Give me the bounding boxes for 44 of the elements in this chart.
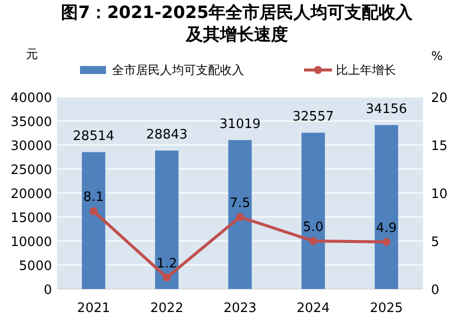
y2-tick-label: 0 xyxy=(431,283,440,298)
y-tick-label: 30000 xyxy=(10,139,52,154)
x-tick-label: 2024 xyxy=(296,301,330,316)
y-tick-label: 20000 xyxy=(10,187,52,202)
point xyxy=(162,273,171,282)
y2-tick-label: 15 xyxy=(431,139,448,154)
point xyxy=(382,238,390,246)
y-tick-label: 40000 xyxy=(10,91,52,106)
data-label: 4.9 xyxy=(376,220,397,236)
legend-label: 比上年增长 xyxy=(336,63,396,77)
y-tick-label: 0 xyxy=(44,283,52,298)
y2-tick-label: 20 xyxy=(431,91,448,106)
data-label: 5.0 xyxy=(302,220,324,235)
y-tick-label: 25000 xyxy=(10,163,52,178)
x-tick-label: 2022 xyxy=(150,301,184,316)
chart-title: 图7：2021-2025年全市居民人均可支配收入及其增长速度 xyxy=(61,2,413,46)
data-label: 7.5 xyxy=(230,196,250,211)
point xyxy=(309,237,318,245)
legend-label: 全市居民人均可支配收入 xyxy=(112,63,244,77)
data-label: 1.2 xyxy=(156,256,178,272)
bar xyxy=(228,140,252,289)
data-label: 28843 xyxy=(146,128,188,143)
data-label: 34156 xyxy=(366,102,408,118)
point xyxy=(90,207,98,216)
point xyxy=(236,213,244,221)
x-tick-label: 2025 xyxy=(370,301,403,316)
bar xyxy=(155,150,179,289)
y2-tick-label: 5 xyxy=(431,235,440,250)
data-label: 32557 xyxy=(292,110,334,125)
y-tick-label: 10000 xyxy=(10,235,52,250)
y2-axis-title: % xyxy=(431,49,443,63)
data-label: 31019 xyxy=(219,117,261,132)
y-axis-title: 元 xyxy=(26,47,38,61)
y-tick-label: 15000 xyxy=(10,211,52,226)
bar xyxy=(374,125,398,289)
data-label: 28514 xyxy=(72,129,114,144)
y2-tick-label: 10 xyxy=(431,187,448,202)
data-label: 8.1 xyxy=(83,190,104,206)
y-tick-label: 5000 xyxy=(18,259,52,274)
x-tick-label: 2023 xyxy=(223,301,257,316)
bar xyxy=(301,132,325,289)
bar xyxy=(82,152,106,289)
x-tick-label: 2021 xyxy=(77,301,110,316)
y-tick-label: 35000 xyxy=(10,115,52,130)
